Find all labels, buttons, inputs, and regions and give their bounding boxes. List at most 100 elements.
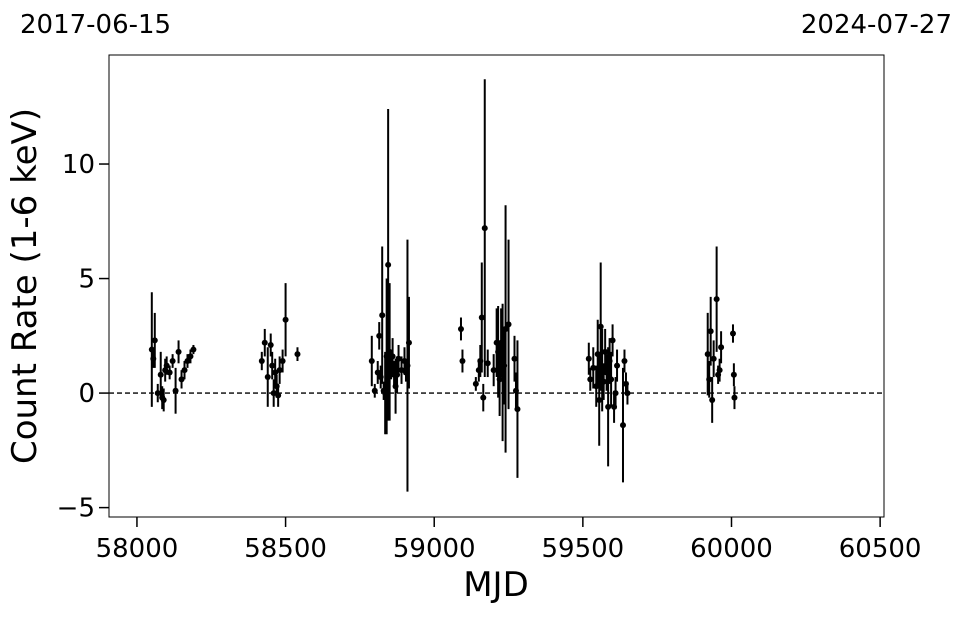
data-point xyxy=(374,369,381,376)
data-point xyxy=(388,362,395,369)
data-point xyxy=(398,367,405,374)
data-point xyxy=(175,348,182,355)
plot-frame xyxy=(108,54,885,518)
data-point xyxy=(275,392,282,399)
data-point xyxy=(614,362,621,369)
data-point xyxy=(731,394,738,401)
data-point xyxy=(385,261,392,268)
data-point xyxy=(590,364,597,371)
data-point xyxy=(593,383,600,390)
data-point xyxy=(190,346,197,353)
data-point xyxy=(715,371,722,378)
end-date: 2024-07-27 xyxy=(801,10,952,40)
data-point xyxy=(457,325,464,332)
data-point xyxy=(157,371,164,378)
data-point xyxy=(606,358,613,365)
data-point xyxy=(499,369,506,376)
data-point xyxy=(261,339,268,346)
data-point xyxy=(514,406,521,413)
data-point xyxy=(389,353,396,360)
data-point xyxy=(587,376,594,383)
data-point xyxy=(729,330,736,337)
data-point xyxy=(585,355,592,362)
data-point xyxy=(178,376,185,383)
data-point xyxy=(371,387,378,394)
data-point xyxy=(376,332,383,339)
data-point xyxy=(405,339,412,346)
data-point xyxy=(619,422,626,429)
data-point xyxy=(294,351,301,358)
data-point xyxy=(718,344,725,351)
data-point xyxy=(612,390,619,397)
data-point xyxy=(493,339,500,346)
data-point xyxy=(611,403,618,410)
data-point xyxy=(472,380,479,387)
data-point xyxy=(187,353,194,360)
data-point xyxy=(269,362,276,369)
data-point xyxy=(622,380,629,387)
data-point xyxy=(505,321,512,328)
data-point xyxy=(394,371,401,378)
data-point xyxy=(392,383,399,390)
data-point xyxy=(382,390,389,397)
data-point xyxy=(608,376,615,383)
data-point xyxy=(172,387,179,394)
data-point xyxy=(162,367,169,374)
data-point xyxy=(706,376,713,383)
data-point xyxy=(502,325,509,332)
data-point xyxy=(713,296,720,303)
data-point xyxy=(160,396,167,403)
data-point xyxy=(395,355,402,362)
data-point xyxy=(478,314,485,321)
x-axis-label: MJD xyxy=(463,565,529,605)
data-point xyxy=(501,362,508,369)
x-tick-label: 58000 xyxy=(96,534,179,564)
data-point xyxy=(730,371,737,378)
data-point xyxy=(602,348,609,355)
data-point xyxy=(709,396,716,403)
data-point xyxy=(599,367,606,374)
data-point xyxy=(603,369,610,376)
data-point xyxy=(273,383,280,390)
data-point xyxy=(270,390,277,397)
y-tick-label: −5 xyxy=(57,494,95,524)
data-point xyxy=(605,403,612,410)
data-point xyxy=(609,337,616,344)
x-tick-label: 59000 xyxy=(393,534,476,564)
data-point xyxy=(282,316,289,323)
data-point xyxy=(154,390,161,397)
data-point xyxy=(383,353,390,360)
data-point xyxy=(498,339,505,346)
data-point xyxy=(148,346,155,353)
data-point xyxy=(272,369,279,376)
data-point xyxy=(480,394,487,401)
data-point xyxy=(166,369,173,376)
data-point xyxy=(169,358,176,365)
data-point xyxy=(151,337,158,344)
data-point xyxy=(704,351,711,358)
data-point xyxy=(621,358,628,365)
data-point xyxy=(377,374,384,381)
data-point xyxy=(600,378,607,385)
x-tick-label: 60500 xyxy=(839,534,922,564)
data-point xyxy=(512,387,519,394)
data-point xyxy=(181,367,188,374)
data-point xyxy=(511,355,518,362)
x-tick-label: 59500 xyxy=(541,534,624,564)
data-point xyxy=(716,367,723,374)
data-point xyxy=(379,312,386,319)
data-point xyxy=(258,358,265,365)
data-point xyxy=(404,362,411,369)
data-point xyxy=(710,355,717,362)
y-tick-label: 0 xyxy=(78,379,95,409)
data-point xyxy=(490,367,497,374)
x-tick-label: 60000 xyxy=(690,534,773,564)
data-point xyxy=(276,367,283,374)
data-point xyxy=(484,360,491,367)
data-point xyxy=(279,358,286,365)
data-point xyxy=(495,348,502,355)
data-point xyxy=(496,376,503,383)
y-axis-label: Count Rate (1-6 keV) xyxy=(5,108,45,464)
